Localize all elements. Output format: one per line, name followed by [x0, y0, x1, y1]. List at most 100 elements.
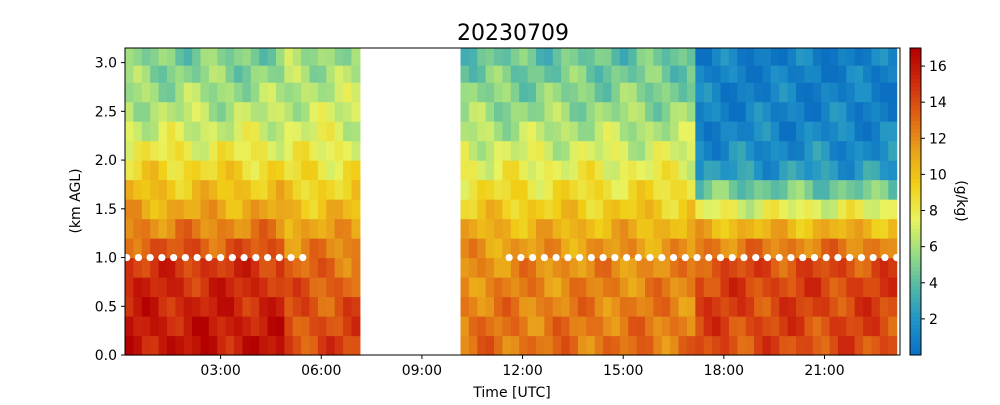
heatmap-cell	[888, 335, 898, 356]
heatmap-cell	[250, 121, 260, 142]
heatmap-cell	[628, 65, 638, 83]
heatmap-cell	[779, 179, 789, 200]
heatmap-cell	[225, 238, 235, 259]
heatmap-cell	[796, 218, 805, 239]
marker-point	[228, 253, 236, 262]
heatmap-cell	[670, 160, 680, 181]
heatmap-cell	[544, 101, 554, 122]
heatmap-cell	[754, 218, 764, 239]
heatmap-cell	[317, 335, 327, 356]
heatmap-cell	[519, 121, 529, 142]
heatmap-cell	[854, 238, 864, 259]
heatmap-cell	[686, 218, 696, 239]
heatmap-cell	[879, 335, 889, 356]
heatmap-cell	[653, 316, 663, 337]
heatmap-cell	[535, 160, 545, 181]
heatmap-cell	[569, 48, 579, 66]
heatmap-cell	[234, 160, 244, 181]
heatmap-cell	[695, 296, 705, 317]
heatmap-cell	[619, 257, 629, 278]
heatmap-cell	[183, 316, 193, 337]
heatmap-cell	[645, 48, 655, 66]
heatmap-cell	[460, 218, 470, 239]
heatmap-cell	[619, 335, 629, 356]
heatmap-cell	[284, 238, 294, 259]
heatmap-cell	[284, 199, 294, 220]
heatmap-cell	[234, 218, 244, 239]
heatmap-cell	[628, 335, 638, 356]
heatmap-cell	[871, 296, 881, 317]
marker-point	[869, 253, 877, 262]
heatmap-cell	[712, 277, 722, 298]
heatmap-cell	[343, 335, 353, 356]
heatmap-cell	[217, 121, 227, 142]
heatmap-cell	[192, 121, 202, 142]
heatmap-cell	[301, 101, 311, 122]
heatmap-cell	[158, 238, 168, 259]
heatmap-cell	[854, 179, 864, 200]
heatmap-cell	[754, 296, 764, 317]
heatmap-cell	[846, 199, 856, 220]
heatmap-cell	[812, 257, 822, 278]
heatmap-cell	[468, 65, 478, 83]
heatmap-cell	[577, 316, 587, 337]
heatmap-cell	[611, 257, 621, 278]
heatmap-cell	[535, 238, 545, 259]
heatmap-cell	[837, 335, 847, 356]
heatmap-cell	[695, 121, 705, 142]
heatmap-cell	[502, 179, 512, 200]
heatmap-cell	[686, 316, 696, 337]
colorbar-segment	[910, 74, 921, 80]
heatmap-cell	[267, 238, 277, 259]
heatmap-cell	[661, 277, 671, 298]
heatmap-cell	[183, 179, 193, 200]
heatmap-cell	[309, 101, 319, 122]
heatmap-cell	[779, 316, 789, 337]
heatmap-cell	[468, 160, 478, 181]
heatmap-cell	[192, 296, 202, 317]
heatmap-cell	[125, 316, 134, 337]
colorbar-segment	[910, 82, 921, 87]
heatmap-cell	[158, 121, 168, 142]
heatmap-cell	[846, 82, 856, 103]
heatmap-cell	[653, 160, 663, 181]
heatmap-cell	[611, 218, 621, 239]
heatmap-cell	[544, 48, 554, 66]
heatmap-cell	[653, 48, 663, 66]
heatmap-cell	[175, 316, 185, 337]
heatmap-cell	[250, 48, 260, 66]
heatmap-cell	[510, 296, 520, 317]
heatmap-cell	[175, 238, 185, 259]
heatmap-cell	[653, 218, 663, 239]
heatmap-cell	[183, 160, 193, 181]
marker-point	[799, 253, 807, 262]
heatmap-cell	[535, 179, 545, 200]
heatmap-cell	[888, 101, 898, 122]
heatmap-cell	[166, 65, 176, 83]
heatmap-cell	[535, 65, 545, 83]
heatmap-cell	[552, 218, 562, 239]
heatmap-cell	[561, 277, 571, 298]
heatmap-cell	[141, 101, 151, 122]
heatmap-cell	[351, 160, 361, 181]
heatmap-cell	[737, 296, 747, 317]
marker-point	[540, 253, 548, 262]
heatmap-cell	[812, 218, 822, 239]
heatmap-cell	[301, 277, 311, 298]
heatmap-cell	[703, 179, 713, 200]
heatmap-cell	[821, 121, 831, 142]
heatmap-cell	[779, 296, 789, 317]
heatmap-cell	[494, 121, 504, 142]
colorbar-segment	[910, 59, 921, 64]
marker-point	[893, 253, 901, 262]
heatmap-cell	[569, 257, 579, 278]
heatmap-cell	[611, 179, 621, 200]
heatmap-cell	[804, 82, 814, 103]
heatmap-cell	[854, 277, 864, 298]
heatmap-cell	[477, 48, 487, 66]
heatmap-cell	[888, 199, 898, 220]
heatmap-cell	[166, 48, 176, 66]
heatmap-cell	[670, 218, 680, 239]
y-tick-label: 3.0	[95, 56, 117, 72]
heatmap-cell	[544, 238, 554, 259]
